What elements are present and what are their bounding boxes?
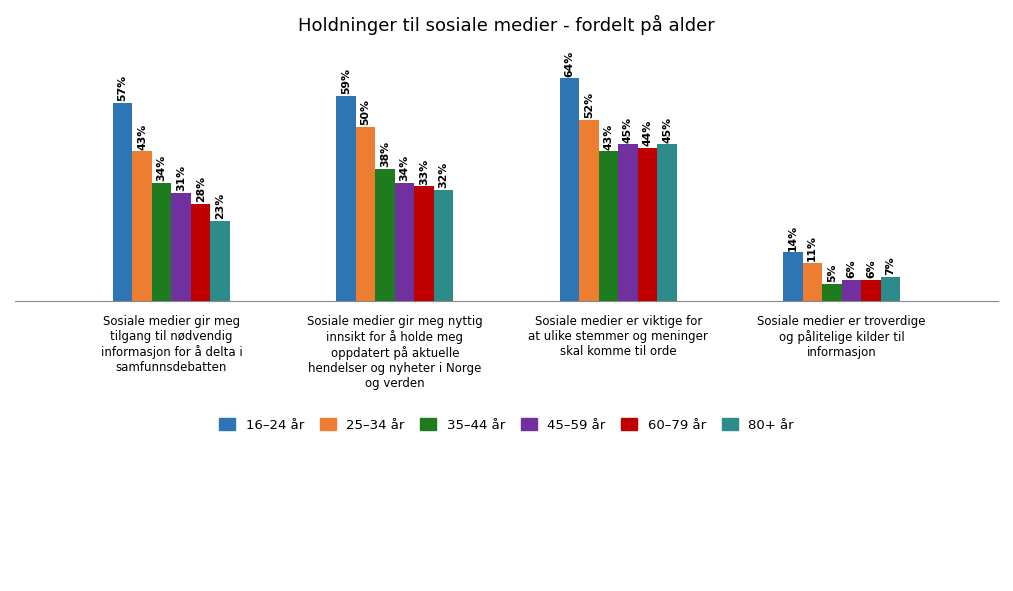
Bar bbox=[211, 221, 230, 301]
Bar bbox=[579, 120, 599, 301]
Text: 5%: 5% bbox=[827, 264, 837, 282]
Bar bbox=[638, 148, 657, 301]
Bar bbox=[802, 263, 823, 301]
Bar bbox=[395, 183, 414, 301]
Text: 34%: 34% bbox=[399, 155, 409, 181]
Bar bbox=[336, 96, 356, 301]
Text: 52%: 52% bbox=[583, 92, 594, 118]
Bar bbox=[356, 127, 375, 301]
Bar bbox=[618, 144, 638, 301]
Bar bbox=[842, 280, 861, 301]
Text: 28%: 28% bbox=[196, 176, 206, 202]
Text: 45%: 45% bbox=[623, 116, 633, 143]
Bar bbox=[823, 284, 842, 301]
Text: 23%: 23% bbox=[215, 193, 225, 219]
Bar bbox=[880, 277, 901, 301]
Text: 32%: 32% bbox=[439, 162, 449, 188]
Text: 6%: 6% bbox=[866, 260, 876, 278]
Text: 45%: 45% bbox=[663, 116, 672, 143]
Bar bbox=[190, 204, 211, 301]
Text: 14%: 14% bbox=[788, 225, 798, 251]
Text: 57%: 57% bbox=[118, 75, 128, 101]
Bar bbox=[375, 169, 395, 301]
Text: 34%: 34% bbox=[157, 155, 166, 181]
Text: 33%: 33% bbox=[419, 158, 430, 184]
Bar bbox=[171, 193, 190, 301]
Legend: 16–24 år, 25–34 år, 35–44 år, 45–59 år, 60–79 år, 80+ år: 16–24 år, 25–34 år, 35–44 år, 45–59 år, … bbox=[214, 413, 799, 437]
Text: 38%: 38% bbox=[380, 141, 390, 167]
Bar bbox=[657, 144, 677, 301]
Text: 50%: 50% bbox=[361, 99, 371, 125]
Text: 43%: 43% bbox=[137, 124, 147, 150]
Title: Holdninger til sosiale medier - fordelt på alder: Holdninger til sosiale medier - fordelt … bbox=[298, 15, 715, 35]
Text: 59%: 59% bbox=[341, 68, 350, 94]
Bar bbox=[434, 190, 454, 301]
Bar bbox=[414, 186, 434, 301]
Text: 7%: 7% bbox=[885, 256, 895, 275]
Bar bbox=[152, 183, 171, 301]
Bar bbox=[861, 280, 880, 301]
Text: 11%: 11% bbox=[807, 235, 817, 261]
Text: 6%: 6% bbox=[847, 260, 856, 278]
Text: 43%: 43% bbox=[604, 124, 614, 150]
Bar bbox=[559, 79, 579, 301]
Text: 64%: 64% bbox=[564, 50, 574, 77]
Bar bbox=[133, 151, 152, 301]
Bar bbox=[112, 103, 133, 301]
Text: 44%: 44% bbox=[642, 120, 652, 146]
Bar bbox=[783, 252, 802, 301]
Text: 31%: 31% bbox=[176, 165, 186, 191]
Bar bbox=[599, 151, 618, 301]
